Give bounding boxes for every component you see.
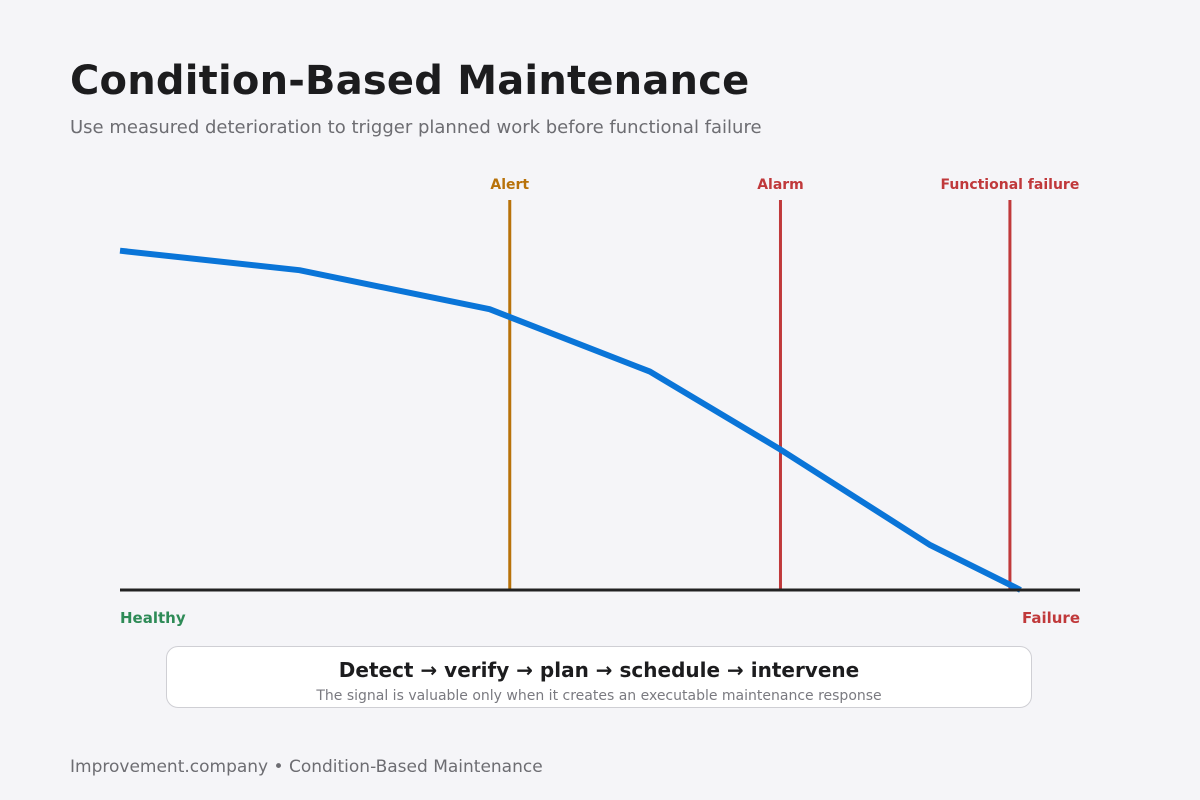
degradation-curve [119,247,1022,593]
process-callout: Detect → verify → plan → schedule → inte… [166,646,1032,708]
axis-end-label: Failure [1021,609,1080,627]
footer-text: Improvement.company • Condition-Based Ma… [70,757,543,777]
threshold-label: Functional failure [941,177,1080,193]
degradation-series [119,247,1022,593]
axis-start-label: Healthy [120,609,186,627]
page-subtitle: Use measured deterioration to trigger pl… [70,117,762,138]
threshold-label: Alert [490,177,529,193]
threshold-label: Alarm [757,177,804,193]
threshold-lines: Alert Alarm Functional failure [490,177,1079,590]
callout-note: The signal is valuable only when it crea… [316,688,882,704]
callout-headline: Detect → verify → plan → schedule → inte… [338,658,860,682]
page-title: Condition-Based Maintenance [70,58,750,104]
